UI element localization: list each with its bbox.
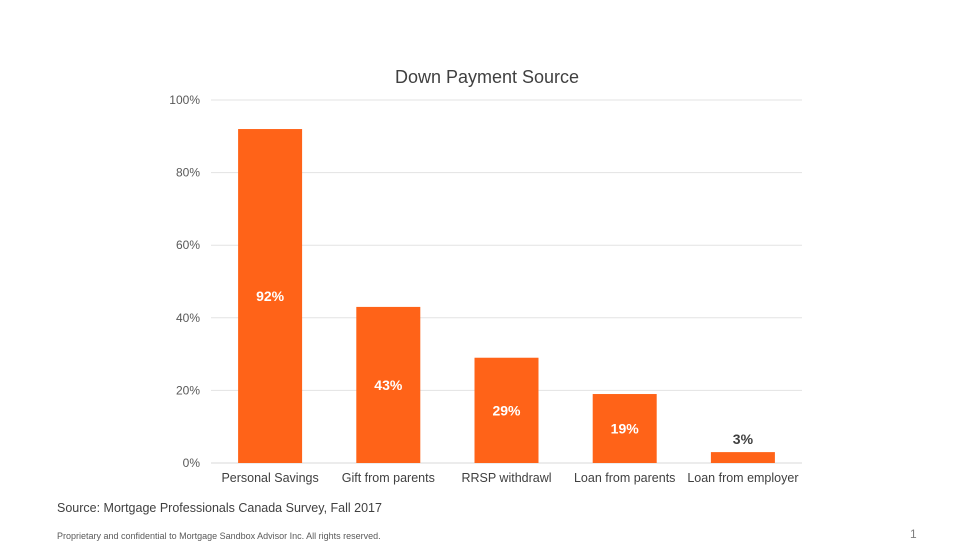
data-labels: 92% 43% 29% 19% 3% — [256, 288, 753, 447]
y-tick-label: 60% — [176, 238, 200, 252]
x-tick-label: Personal Savings — [221, 471, 318, 485]
x-tick-label: Loan from employer — [687, 471, 798, 485]
y-tick-label: 100% — [169, 93, 200, 107]
x-axis-ticks: Personal Savings Gift from parents RRSP wi… — [221, 471, 798, 485]
bar-1 — [356, 306, 421, 463]
data-label: 43% — [374, 377, 403, 393]
chart-title: Down Payment Source — [395, 67, 579, 87]
bar-0 — [238, 129, 303, 464]
bars — [238, 129, 775, 464]
source-note: Source: Mortgage Professionals Canada Su… — [57, 501, 382, 515]
x-tick-label: Gift from parents — [342, 471, 435, 485]
data-label: 29% — [492, 402, 521, 418]
bar-2 — [474, 357, 539, 463]
y-tick-label: 40% — [176, 311, 200, 325]
y-tick-label: 20% — [176, 383, 200, 397]
y-axis-ticks: 0% 20% 40% 60% 80% 100% — [169, 93, 200, 470]
x-tick-label: Loan from parents — [574, 471, 675, 485]
data-label: 92% — [256, 288, 285, 304]
page-number: 1 — [910, 527, 917, 541]
data-label: 3% — [733, 431, 754, 447]
x-tick-label: RRSP withdrawl — [461, 471, 551, 485]
y-tick-label: 0% — [183, 456, 201, 470]
confidentiality-footer: Proprietary and confidential to Mortgage… — [57, 531, 381, 541]
y-tick-label: 80% — [176, 166, 200, 180]
bar-4 — [710, 452, 775, 463]
data-label: 19% — [611, 421, 640, 437]
bar-3 — [592, 394, 657, 463]
gridlines — [211, 99, 802, 464]
